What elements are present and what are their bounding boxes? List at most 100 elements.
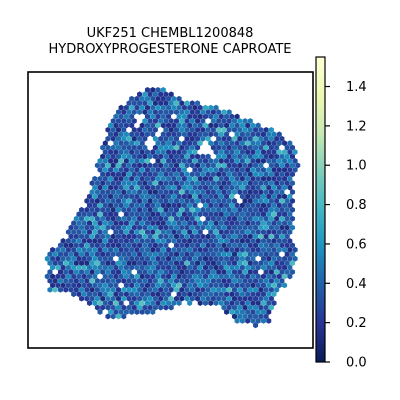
spot-point xyxy=(126,215,132,222)
spot-point xyxy=(260,140,266,147)
spot-point xyxy=(284,233,290,240)
spot-point xyxy=(274,153,280,160)
spot-point xyxy=(144,86,150,93)
spot-point xyxy=(179,100,185,107)
spot-point xyxy=(171,140,177,147)
spot-point xyxy=(139,95,145,102)
spot-point xyxy=(218,131,224,138)
spot-point xyxy=(218,273,224,280)
spot-point xyxy=(239,300,245,306)
spot-point xyxy=(239,140,245,147)
spot-point xyxy=(239,229,245,235)
spot-point xyxy=(250,122,256,129)
spot-point xyxy=(179,224,185,231)
spot-point xyxy=(184,109,190,115)
spot-point xyxy=(97,158,103,164)
spot-point xyxy=(200,286,206,293)
spot-point xyxy=(224,273,230,280)
spot-point xyxy=(115,118,121,124)
spot-point xyxy=(184,295,190,302)
spot-point xyxy=(231,215,237,222)
spot-point xyxy=(218,220,224,227)
spot-point xyxy=(184,198,190,204)
spot-point xyxy=(142,198,148,204)
spot-point xyxy=(139,273,145,280)
spot-point xyxy=(105,277,111,284)
spot-point xyxy=(250,140,256,147)
spot-point xyxy=(171,122,177,129)
spot-point xyxy=(287,166,293,173)
spot-point xyxy=(147,224,153,231)
spot-point xyxy=(287,175,293,182)
spot-point xyxy=(160,193,166,200)
spot-point xyxy=(271,220,277,227)
spot-point xyxy=(179,286,185,293)
spot-point xyxy=(218,291,224,298)
spot-point xyxy=(139,122,145,129)
spot-point xyxy=(276,220,282,227)
spot-point xyxy=(202,158,208,164)
spot-point xyxy=(139,220,145,227)
spot-point xyxy=(210,144,216,151)
spot-point xyxy=(110,251,116,258)
spot-point xyxy=(266,238,272,244)
spot-point xyxy=(163,295,169,302)
spot-point xyxy=(63,286,69,293)
spot-point xyxy=(142,215,148,222)
spot-point xyxy=(253,189,259,195)
spot-point xyxy=(166,273,172,280)
spot-point xyxy=(268,269,274,275)
spot-point xyxy=(202,238,208,244)
spot-point xyxy=(139,166,145,173)
spot-point xyxy=(176,273,182,280)
spot-point xyxy=(76,291,82,298)
spot-point xyxy=(121,126,127,133)
spot-point xyxy=(282,184,288,191)
spot-point xyxy=(57,277,63,284)
spot-point xyxy=(258,286,264,293)
spot-point xyxy=(166,184,172,191)
spot-point xyxy=(181,282,187,289)
spot-point xyxy=(79,260,85,267)
spot-point xyxy=(97,291,103,298)
spot-point xyxy=(284,206,290,213)
spot-point xyxy=(155,291,161,298)
spot-point xyxy=(271,211,277,218)
spot-point xyxy=(245,158,251,164)
spot-point xyxy=(94,277,100,284)
spot-point xyxy=(163,153,169,160)
spot-point xyxy=(76,255,82,262)
spot-point xyxy=(289,224,295,231)
spot-point xyxy=(176,282,182,289)
spot-point xyxy=(129,202,135,209)
spot-point xyxy=(160,300,166,306)
spot-point xyxy=(110,260,116,267)
spot-point xyxy=(176,184,182,191)
spot-point xyxy=(221,277,227,284)
spot-point xyxy=(224,122,230,129)
spot-point xyxy=(197,273,203,280)
spot-point xyxy=(173,242,179,249)
spot-point xyxy=(144,238,150,244)
spot-point xyxy=(231,242,237,249)
spot-point xyxy=(239,149,245,155)
spot-point xyxy=(250,229,256,235)
spot-point xyxy=(237,224,243,231)
spot-point xyxy=(129,122,135,129)
spot-point xyxy=(184,242,190,249)
spot-point xyxy=(266,220,272,227)
spot-point xyxy=(184,286,190,293)
spot-point xyxy=(155,246,161,253)
spot-point xyxy=(229,255,235,262)
spot-point xyxy=(245,317,251,324)
spot-point xyxy=(202,113,208,120)
spot-point xyxy=(253,215,259,222)
spot-point xyxy=(279,242,285,249)
spot-point xyxy=(160,255,166,262)
spot-point xyxy=(155,158,161,164)
spot-point xyxy=(189,242,195,249)
spot-point xyxy=(123,122,129,129)
spot-point xyxy=(263,215,269,222)
spot-point xyxy=(176,220,182,227)
spot-point xyxy=(139,300,145,306)
